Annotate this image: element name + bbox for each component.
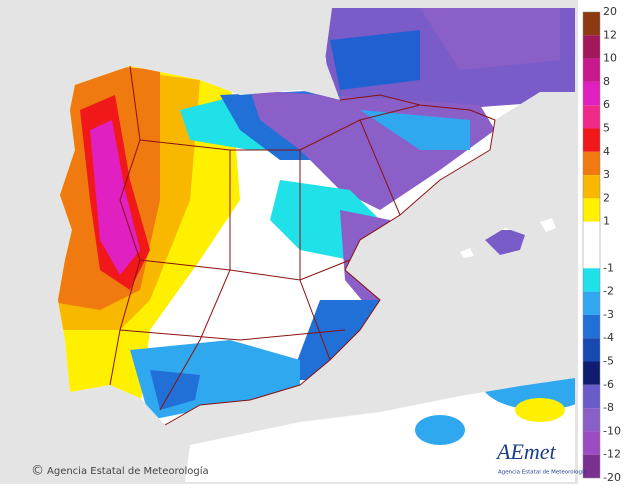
legend-label: -1 — [603, 261, 614, 274]
legend-label: 6 — [603, 98, 610, 111]
legend-swatch — [583, 12, 600, 36]
legend-label: -6 — [603, 378, 614, 391]
legend: 20 12 10 8 6 5 4 3 2 1 -1 -2 -3 -4 -5 -6 -8 -10 -12 -20 — [582, 5, 621, 484]
legend-swatch — [583, 128, 600, 152]
legend-label: -3 — [603, 308, 614, 321]
copyright-symbol: © — [31, 464, 44, 479]
legend-label: 1 — [603, 215, 610, 228]
legend-swatch — [583, 245, 600, 269]
logo-name: AEmet — [495, 439, 557, 464]
credit-text: Agencia Estatal de Meteorología — [47, 465, 209, 477]
legend-swatch — [583, 291, 600, 315]
legend-swatch — [583, 58, 600, 82]
legend-swatch — [583, 151, 600, 176]
legend-swatch — [583, 408, 600, 432]
credit: © Agencia Estatal de Meteorología — [31, 464, 209, 479]
legend-swatch — [583, 35, 600, 59]
legend-label: -12 — [603, 448, 621, 461]
legend-swatch — [583, 384, 600, 409]
legend-swatch — [583, 221, 600, 245]
legend-label: -4 — [603, 331, 614, 344]
legend-swatch — [583, 361, 600, 385]
legend-label: -10 — [603, 424, 621, 437]
legend-swatch — [583, 81, 600, 106]
borders — [109, 65, 496, 426]
legend-swatch — [583, 431, 600, 455]
legend-swatch — [583, 454, 600, 478]
legend-swatch — [583, 105, 600, 129]
legend-swatch — [583, 268, 600, 292]
logo-subtitle: Agencia Estatal de Meteorología — [498, 469, 587, 476]
legend-swatch — [583, 314, 600, 339]
legend-swatch — [583, 175, 600, 199]
legend-label: 20 — [603, 5, 617, 18]
legend-label: -8 — [603, 401, 614, 414]
legend-label: 2 — [603, 191, 610, 204]
legend-label: 12 — [603, 28, 617, 41]
legend-label: -20 — [603, 471, 621, 484]
legend-label: 8 — [603, 75, 610, 88]
legend-swatch — [583, 198, 600, 222]
legend-label: 5 — [603, 122, 610, 135]
legend-swatch — [583, 338, 600, 362]
legend-frame — [582, 11, 601, 479]
legend-label: 4 — [603, 145, 610, 158]
legend-label: -2 — [603, 285, 614, 298]
logo: AEmet Agencia Estatal de Meteorología — [495, 439, 587, 475]
legend-label: -5 — [603, 355, 614, 368]
legend-label: 10 — [603, 52, 617, 65]
legend-label: 3 — [603, 168, 610, 181]
